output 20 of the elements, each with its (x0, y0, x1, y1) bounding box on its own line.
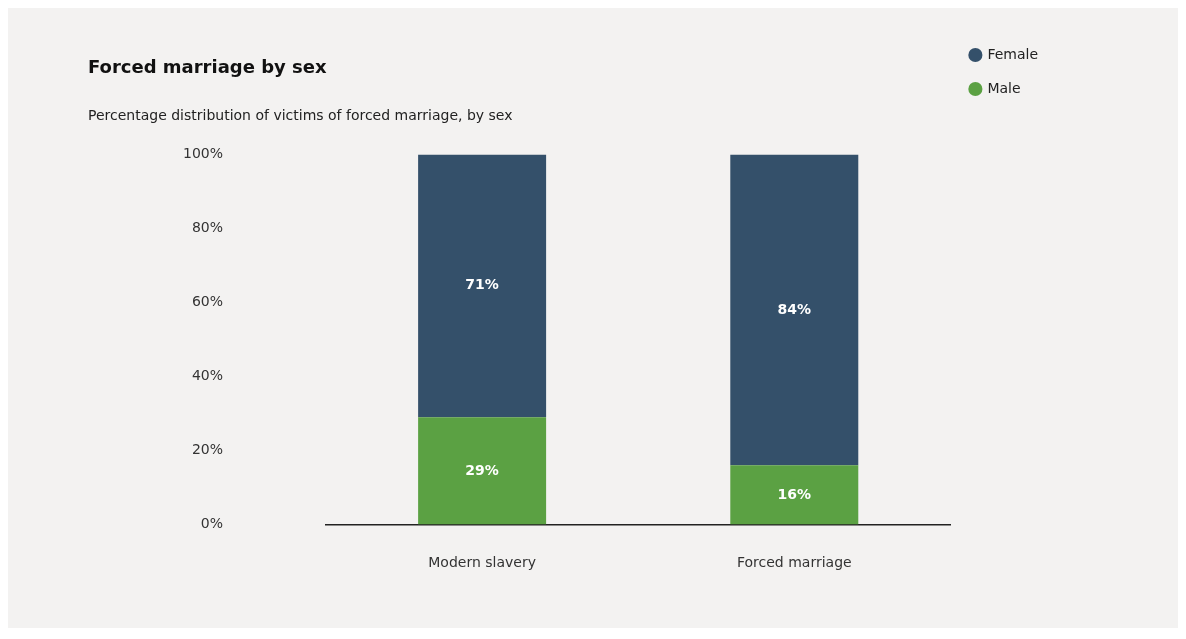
data-label: 84% (777, 300, 812, 317)
y-tick-label: 20% (191, 441, 224, 458)
bar (418, 154, 547, 418)
data-label: 29% (465, 461, 499, 478)
x-tick-label: Forced marriage (736, 553, 852, 570)
y-tick-label: 0% (200, 515, 224, 532)
chart-subtitle: Percentage distribution of victims of forced marriage, by sex (88, 106, 513, 123)
data-label: 16% (777, 485, 812, 502)
y-tick-label: 100% (182, 145, 224, 162)
y-tick-label: 60% (191, 293, 224, 310)
legend-label: Male (987, 79, 1021, 96)
y-tick-label: 80% (191, 219, 224, 236)
bar (418, 417, 547, 525)
bar (730, 154, 859, 466)
y-tick-label: 40% (191, 367, 224, 384)
data-label: 71% (465, 276, 499, 293)
bar (730, 465, 859, 525)
chart-title: Forced marriage by sex (88, 56, 327, 78)
x-tick-label: Modern slavery (428, 553, 536, 570)
legend-label: Female (987, 45, 1038, 62)
